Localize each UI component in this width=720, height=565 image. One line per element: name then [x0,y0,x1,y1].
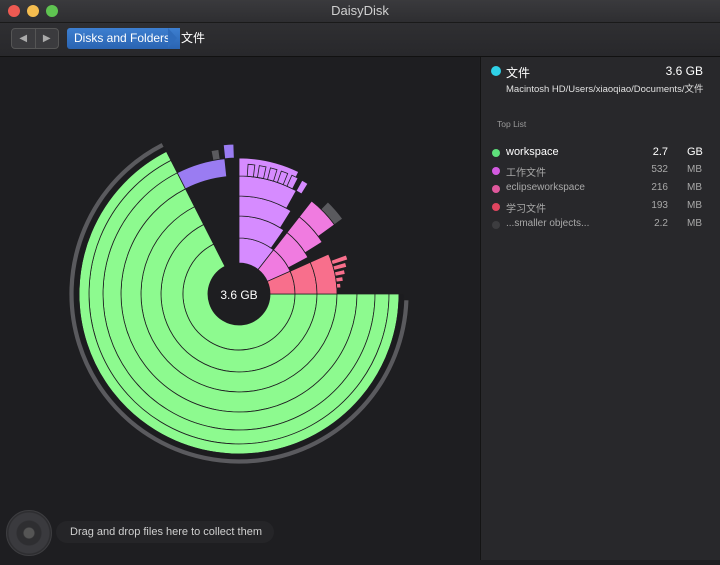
minimize-window-button[interactable] [27,5,39,17]
nav-buttons: ◀ ▶ [11,28,59,49]
item-unit: MB [687,200,702,211]
breadcrumb-separator [168,28,177,48]
sunburst-segment-study-files[interactable] [330,254,349,266]
list-item-work-files[interactable]: 工作文件 532 MB [481,163,720,181]
sunburst-view: 3.6 GB [0,57,479,560]
color-dot [492,185,500,193]
color-dot [492,149,500,157]
item-name: ...smaller objects... [506,218,590,229]
forward-button[interactable]: ▶ [34,29,59,48]
item-name: 学习文件 [506,204,546,215]
list-item-workspace[interactable]: workspace 2.7 GB [481,145,720,163]
sidebar: 文件 3.6 GB Macintosh HD/Users/xiaoqiao/Do… [480,57,720,560]
sunburst-segment-workspace-outer[interactable] [68,141,410,465]
sunburst-segment-work-files[interactable] [267,167,278,182]
selected-color-dot [491,66,501,76]
selected-folder-size: 3.6 GB [665,64,703,78]
color-dot [492,167,500,175]
sunburst-segment-work-files-sub[interactable] [176,158,228,190]
sunburst-segment-work-files-sub[interactable] [222,143,235,160]
top-list-header: Top List [497,119,527,129]
item-unit: MB [687,164,702,175]
center-disk[interactable] [209,264,269,324]
list-item-eclipseworkspace[interactable]: eclipseworkspace 216 MB [481,181,720,199]
sunburst-segment-eclipseworkspace[interactable] [298,200,336,237]
sunburst-segment-study-files[interactable] [332,261,348,271]
selected-folder-path: Macintosh HD/Users/xiaoqiao/Documents/文件 [506,84,704,95]
item-size: 216 [651,182,668,193]
item-unit: MB [687,218,702,229]
collector-disk-icon[interactable] [6,510,52,556]
list-item-study-files[interactable]: 学习文件 193 MB [481,199,720,217]
zoom-window-button[interactable] [46,5,58,17]
back-button[interactable]: ◀ [19,33,28,44]
sunburst-segment-smaller-objects[interactable] [210,148,221,161]
drop-zone[interactable]: Drag and drop files here to collect them [56,521,274,543]
item-size: 532 [651,164,668,175]
sunburst-segment-eclipseworkspace[interactable] [320,201,344,226]
item-size: 2.2 [654,218,668,229]
sunburst-segment-work-files[interactable] [257,165,267,180]
breadcrumb-disks-and-folders[interactable]: Disks and Folders [67,28,181,49]
toolbar: ◀ ▶ Disks and Folders 文件 [0,23,720,57]
item-size: 2.7 [652,146,668,158]
window-title: DaisyDisk [331,3,389,18]
list-item-smaller-objects[interactable]: ...smaller objects... 2.2 MB [481,217,720,235]
color-dot [492,203,500,211]
item-name: 工作文件 [506,168,546,179]
item-unit: MB [687,182,702,193]
close-window-button[interactable] [8,5,20,17]
color-dot [492,221,500,229]
center-size-label: 3.6 GB [220,288,257,302]
sunburst-segment-work-files[interactable] [276,170,289,186]
breadcrumb-current-folder[interactable]: 文件 [181,31,206,45]
title-bar: DaisyDisk [0,0,720,23]
item-unit: GB [687,146,703,158]
item-name: eclipseworkspace [506,182,585,193]
sunburst-chart[interactable]: 3.6 GB [0,57,479,560]
sunburst-segment-study-files[interactable] [335,276,344,283]
selected-folder-name: 文件 [506,66,531,80]
sunburst-segment-study-files[interactable] [334,269,346,277]
item-size: 193 [651,200,668,211]
sunburst-segment-study-files[interactable] [336,282,342,289]
sunburst-segment-work-files[interactable] [286,174,299,190]
sunburst-segment-work-files[interactable] [246,163,256,178]
sunburst-segment-work-files[interactable] [295,179,309,195]
item-name: workspace [506,146,559,158]
